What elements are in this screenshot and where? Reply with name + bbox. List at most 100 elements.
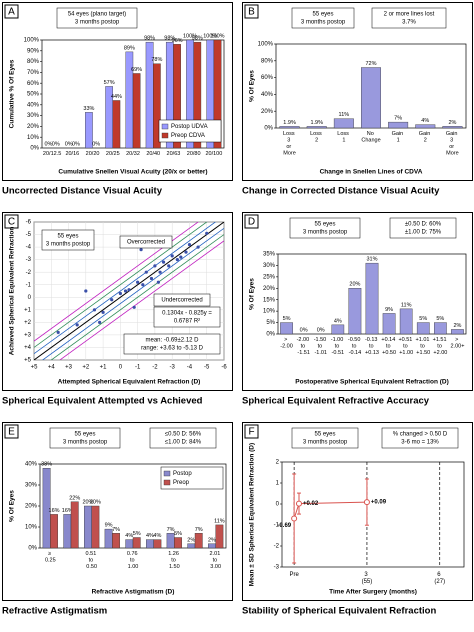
note-text: 3 months postop (303, 230, 348, 236)
bar (434, 322, 447, 335)
x-tick-label: 0 (119, 365, 123, 371)
x-tick-label: +4 (48, 365, 56, 371)
note-box (291, 7, 355, 29)
value-label: 9% (105, 523, 113, 529)
y-tick-label: 90% (27, 48, 40, 54)
scatter-point (98, 320, 102, 324)
legend-label: Preop CDVA (171, 133, 205, 139)
x-axis-label: Refractive Astigmatism (D) (92, 589, 175, 596)
note-text: ≤0.50 D: 56% (165, 432, 202, 438)
value-label: 4% (334, 318, 342, 324)
note-box (153, 306, 221, 328)
x-tick-label: +3 (65, 365, 73, 371)
value-label: 0% (52, 141, 60, 147)
value-label: -0.69 (277, 523, 291, 529)
reference-line (59, 240, 224, 360)
x-tick-label: > 2.00+ (450, 337, 464, 350)
note-box (119, 235, 173, 249)
note-box (41, 229, 95, 251)
x-tick-label: 0.76 to 1.00 (127, 551, 139, 570)
value-label: 5% (133, 531, 141, 537)
y-tick-label: 30% (25, 483, 38, 489)
scatter-point (75, 323, 79, 327)
bar (279, 126, 300, 129)
panel-caption: Stability of Spherical Equivalent Refrac… (242, 606, 436, 617)
y-tick-label: 40% (27, 102, 40, 108)
note-box (123, 333, 221, 355)
note-text: 55 eyes (312, 12, 333, 18)
note-box (289, 217, 361, 239)
scatter-point (205, 231, 209, 235)
x-tick-label: +5 (31, 365, 39, 371)
x-tick-label: > -2.00 (280, 337, 293, 350)
value-label: 4% (125, 533, 133, 539)
x-tick-label: -0.13 to +0.13 (365, 337, 379, 356)
y-tick-label: 35% (263, 252, 276, 258)
note-box (381, 427, 459, 449)
y-tick-label: 60% (27, 81, 40, 87)
bar (213, 39, 222, 149)
value-label: 20% (82, 499, 93, 505)
x-tick-label: -3 (170, 365, 176, 371)
value-label: 16% (49, 508, 60, 514)
y-tick-label: -2 (26, 270, 32, 276)
y-tick-label: 2 (276, 460, 280, 466)
note-text: 3 months postop (301, 20, 346, 26)
y-tick-label: 20% (263, 286, 276, 292)
note-text: 3 months postop (303, 440, 348, 446)
note-box (389, 217, 457, 239)
panel-letter-box (4, 424, 19, 439)
note-text: 55 eyes (74, 432, 95, 438)
reference-line (34, 222, 208, 348)
x-tick-label: Loss 2 (310, 131, 323, 144)
x-tick-label: -2 (152, 365, 158, 371)
legend-swatch (163, 470, 171, 477)
note-text: mean: -0.69±2.12 D (146, 338, 200, 344)
x-axis-label: Time After Surgery (months) (329, 589, 417, 596)
scatter-point (141, 283, 145, 287)
x-tick-label: Pre (289, 572, 299, 578)
scatter-point (118, 291, 122, 296)
note-text: ≤1.00 D: 84% (165, 440, 202, 446)
value-label: 0% (92, 141, 100, 147)
y-tick-label: 0% (264, 126, 273, 132)
value-label: 98% (164, 36, 175, 42)
value-label: 5% (174, 531, 182, 537)
y-tick-label: 80% (261, 58, 274, 64)
bar (388, 121, 409, 129)
bar (415, 124, 436, 129)
y-tick-label: 70% (27, 70, 40, 76)
value-label: 4% (153, 533, 161, 539)
reference-line (50, 234, 224, 360)
legend-swatch (161, 132, 169, 139)
legend-box (158, 119, 222, 143)
value-label: 2% (208, 537, 216, 543)
y-tick-label: -6 (26, 220, 32, 226)
x-tick-label: 20/12.5 (43, 151, 61, 157)
y-tick-label: 0% (266, 332, 275, 338)
y-tick-label: 5% (266, 320, 275, 326)
bar (70, 501, 79, 549)
y-tick-label: +4 (24, 345, 32, 351)
value-label: 11% (214, 518, 225, 524)
bar (382, 313, 396, 335)
note-text: 3 months postop (63, 440, 108, 446)
value-label: 2% (187, 537, 195, 543)
panel-letter: D (248, 217, 255, 228)
bar (442, 126, 463, 129)
y-tick-label: -1 (26, 282, 32, 288)
y-tick-label: +3 (24, 332, 32, 338)
y-tick-label: 60% (261, 75, 274, 81)
reference-line (41, 227, 224, 360)
note-text: Overcorrected (127, 240, 165, 246)
panel-letter-box (244, 424, 259, 439)
note-text: 3 months postop (46, 242, 91, 248)
x-tick-label: 6 (27) (434, 572, 445, 585)
reference-line (34, 222, 217, 355)
bar (173, 44, 181, 149)
point (363, 499, 370, 506)
y-tick-label: 20% (25, 504, 38, 510)
value-label: 20% (90, 499, 101, 505)
y-axis-label: % Of Eyes (9, 490, 16, 522)
